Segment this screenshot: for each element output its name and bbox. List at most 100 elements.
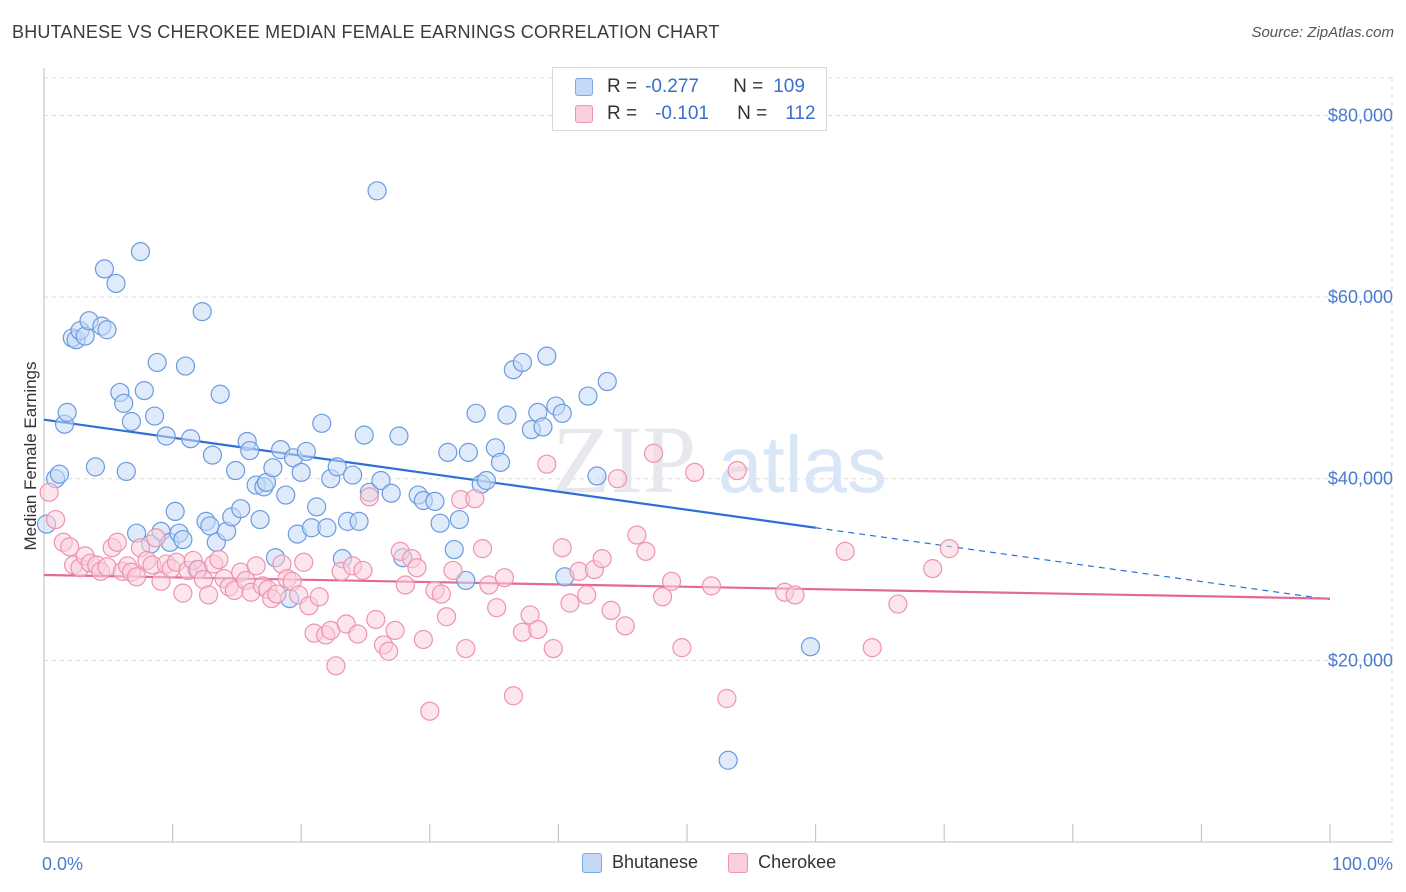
data-point-cherokee <box>199 585 219 605</box>
data-point-bhutanese <box>200 516 220 536</box>
y-tick-label: $80,000 <box>1328 105 1393 125</box>
data-point-bhutanese <box>181 429 201 449</box>
data-point-bhutanese <box>312 413 332 433</box>
data-point-cherokee <box>209 549 229 570</box>
data-point-cherokee <box>359 487 379 507</box>
data-point-bhutanese <box>97 320 117 340</box>
legend-swatch-bhutanese <box>575 78 593 96</box>
data-point-cherokee <box>717 688 737 709</box>
data-point-cherokee <box>601 600 621 621</box>
data-point-cherokee <box>413 629 433 650</box>
data-point-bhutanese <box>587 466 607 486</box>
data-point-bhutanese <box>147 352 167 373</box>
data-point-cherokee <box>39 482 59 502</box>
y-tick-label: $40,000 <box>1328 469 1393 489</box>
data-point-bhutanese <box>114 393 134 413</box>
data-point-cherokee <box>45 509 66 530</box>
legend-n-label: N = <box>733 76 764 97</box>
data-point-bhutanese <box>231 499 251 519</box>
data-point-cherokee <box>326 656 346 676</box>
data-point-cherokee <box>353 560 373 581</box>
data-point-bhutanese <box>381 483 401 503</box>
data-point-bhutanese <box>718 750 738 770</box>
watermark-atlas: atlas <box>718 420 887 509</box>
data-point-bhutanese <box>578 386 598 406</box>
data-point-cherokee <box>472 539 493 559</box>
watermark: ZIP atlas <box>552 406 887 513</box>
data-point-bhutanese <box>466 403 486 423</box>
data-point-cherokee <box>543 638 563 659</box>
data-point-cherokee <box>701 576 722 596</box>
data-point-bhutanese <box>202 445 223 465</box>
data-point-bhutanese <box>371 470 391 491</box>
axis-labels: $20,000 $40,000 $60,000 $80,000 0.0% 100.0% Me… <box>21 105 1393 874</box>
data-point-bhutanese <box>165 501 185 522</box>
axes <box>43 68 1392 843</box>
data-point-bhutanese <box>430 513 450 533</box>
data-point-cherokee <box>443 560 463 581</box>
data-point-cherokee <box>615 616 635 636</box>
data-point-bhutanese <box>94 259 115 279</box>
data-point-bhutanese <box>367 181 387 201</box>
data-point-cherokee <box>503 686 523 706</box>
data-point-cherokee <box>652 587 673 607</box>
y-tick-label: $60,000 <box>1328 287 1393 307</box>
data-point-cherokee <box>592 549 612 569</box>
series-legend-bhutanese: Bhutanese <box>582 852 698 873</box>
data-point-cherokee <box>385 620 405 640</box>
data-point-cherokee <box>560 593 580 613</box>
data-point-bhutanese <box>240 440 260 461</box>
data-point-cherokee <box>888 594 908 614</box>
data-point-bhutanese <box>512 352 532 373</box>
x-tick-label-min: 0.0% <box>42 854 83 874</box>
legend-n-value: 112 <box>785 103 816 124</box>
data-point-cherokee <box>607 469 628 489</box>
data-point-cherokee <box>636 541 656 561</box>
data-point-bhutanese <box>85 457 106 477</box>
data-point-cherokee <box>835 541 855 561</box>
data-point-cherokee <box>395 575 415 595</box>
trend-extension-bhutanese <box>815 527 1331 601</box>
data-point-cherokee <box>672 638 692 658</box>
series-bhutanese <box>36 181 821 770</box>
data-point-bhutanese <box>210 384 230 404</box>
data-point-bhutanese <box>456 570 476 591</box>
chart-title: BHUTANESE VS CHEROKEE MEDIAN FEMALE EARN… <box>12 22 720 42</box>
data-point-cherokee <box>294 552 314 572</box>
data-point-bhutanese <box>533 417 553 437</box>
series-name-cherokee: Cherokee <box>758 852 837 872</box>
watermark-zip: ZIP <box>552 406 696 513</box>
data-point-bhutanese <box>497 405 517 425</box>
data-point-cherokee <box>309 587 329 607</box>
data-point-cherokee <box>431 584 451 604</box>
data-point-bhutanese <box>192 301 212 322</box>
legend-r-value: -0.101 <box>655 103 709 124</box>
y-axis-title: Median Female Earnings <box>21 362 40 551</box>
legend-r-value: -0.277 <box>645 76 699 97</box>
data-point-bhutanese <box>130 242 151 262</box>
data-point-cherokee <box>577 585 597 605</box>
data-point-bhutanese <box>296 441 316 462</box>
data-point-cherokee <box>627 525 647 545</box>
legend-n-value: 109 <box>773 76 805 97</box>
data-point-bhutanese <box>389 426 409 446</box>
y-tick-label: $20,000 <box>1328 650 1393 670</box>
data-point-bhutanese <box>597 371 617 392</box>
legend-r-label: R = <box>607 76 638 97</box>
data-point-bhutanese <box>438 442 458 462</box>
data-point-bhutanese <box>425 491 445 512</box>
data-point-cherokee <box>923 559 943 579</box>
series-legend: Bhutanese Cherokee <box>582 852 866 873</box>
series-name-bhutanese: Bhutanese <box>612 852 699 872</box>
data-point-cherokee <box>465 489 485 509</box>
data-point-bhutanese <box>49 464 70 484</box>
legend-r-label: R = <box>607 103 638 124</box>
data-point-bhutanese <box>317 518 337 538</box>
data-point-cherokee <box>661 571 682 591</box>
series-swatch-cherokee <box>728 852 749 873</box>
data-point-bhutanese <box>444 539 464 560</box>
series-legend-cherokee: Cherokee <box>728 852 836 873</box>
data-point-cherokee <box>479 575 499 595</box>
data-point-cherokee <box>537 454 557 474</box>
data-point-cherokee <box>528 619 548 640</box>
